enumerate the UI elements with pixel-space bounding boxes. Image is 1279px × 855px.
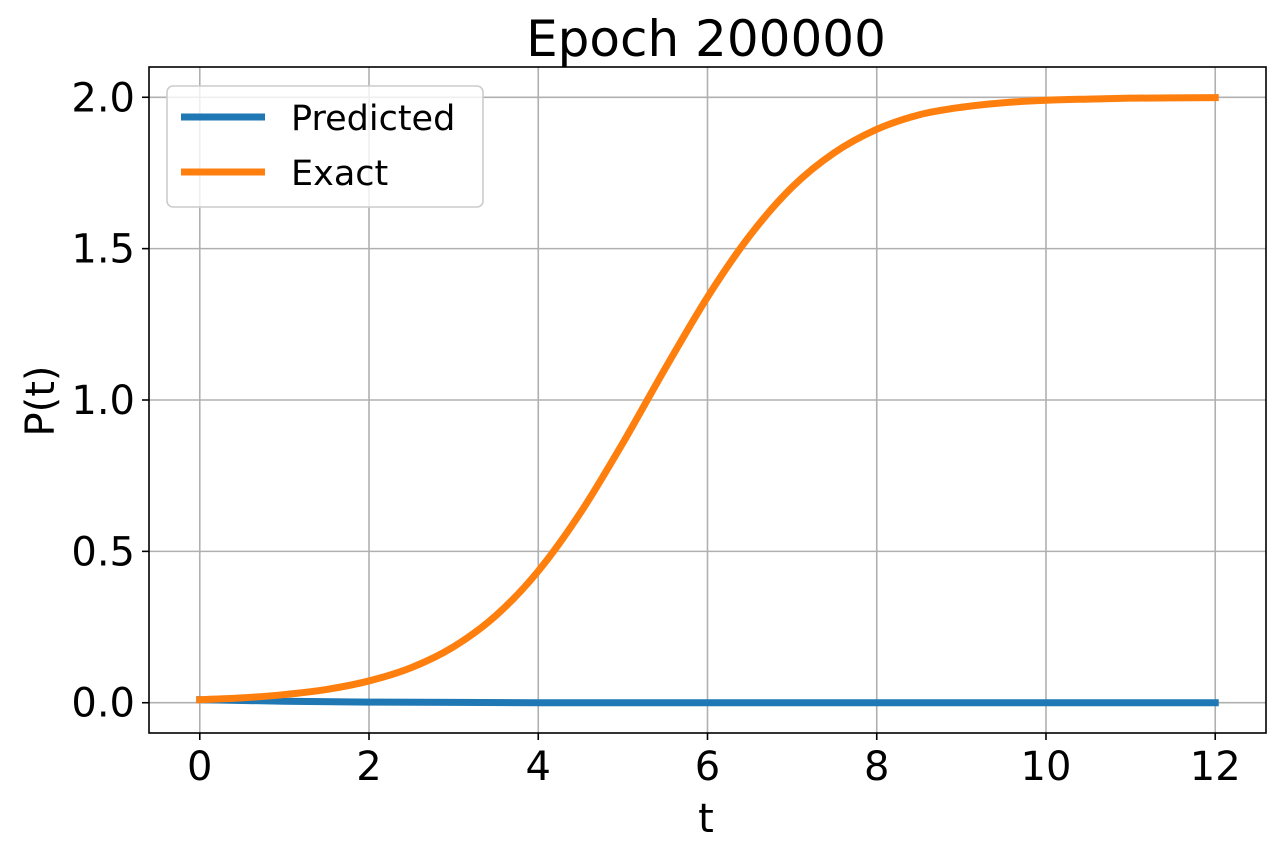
y-tick-label: 1.0: [71, 378, 135, 424]
x-tick-label: 10: [1021, 744, 1072, 790]
y-axis-label: P(t): [18, 365, 64, 436]
legend-label-exact: Exact: [291, 154, 388, 194]
series-line-exact: [196, 94, 1219, 704]
x-tick-label: 6: [695, 744, 720, 790]
legend: Predicted Exact: [166, 85, 484, 208]
y-tick-label: 1.5: [71, 227, 135, 273]
chart-title: Epoch 200000: [526, 10, 886, 68]
y-tick-label: 2.0: [71, 75, 135, 121]
x-tick-label: 4: [526, 744, 551, 790]
series-lines: [196, 94, 1219, 707]
axis-ticks: 0 2 4 6 8 10 12 0.0 0.5 1.0 1.5 2.0: [71, 75, 1240, 790]
x-axis-label: t: [698, 796, 714, 842]
x-tick-label: 12: [1190, 744, 1241, 790]
y-tick-label: 0.5: [71, 529, 135, 575]
series-line-predicted: [196, 696, 1219, 707]
legend-label-predicted: Predicted: [291, 99, 455, 139]
x-tick-label: 0: [187, 744, 212, 790]
x-tick-label: 8: [864, 744, 889, 790]
x-tick-label: 2: [356, 744, 381, 790]
y-tick-label: 0.0: [71, 681, 135, 727]
